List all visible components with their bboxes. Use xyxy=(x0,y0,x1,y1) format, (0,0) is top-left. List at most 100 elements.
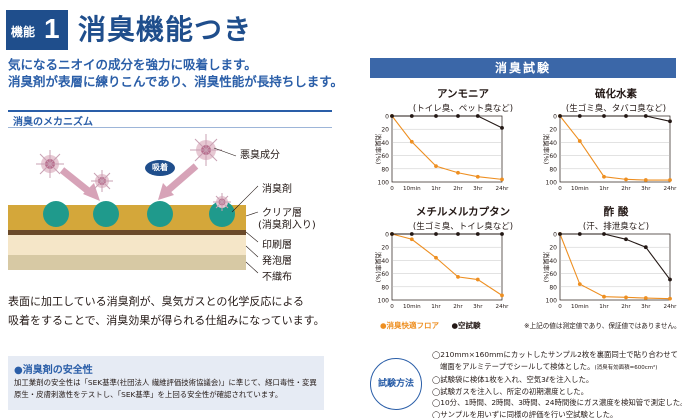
desc-line-1: 表面に加工している消臭剤が、臭気ガスとの化学反応による xyxy=(8,295,305,308)
data-point xyxy=(456,275,460,279)
chart-legend: ●消臭快適フロア ●空試験 xyxy=(380,320,480,331)
data-point xyxy=(434,232,438,236)
safety-body: 加工業剤の安全性は「SEK基準(社団法人 繊維評価技術協議会)」に準じて、経口毒… xyxy=(14,378,317,399)
chart-note: ※上記の値は測定値であり、保証値ではありません。 xyxy=(524,322,681,330)
data-point xyxy=(558,114,562,118)
chart-1-subtitle: (トイレ臭、ペット臭など) xyxy=(412,104,514,114)
x-tick-label: 24hr xyxy=(664,304,678,310)
subtitle-line-1: 気になるニオイの成分を強力に吸着します。 xyxy=(8,57,257,72)
foam-layer xyxy=(8,235,246,255)
legend-blank: ●空試験 xyxy=(451,321,481,330)
data-point xyxy=(500,232,504,236)
data-point xyxy=(500,125,504,130)
x-tick-label: 3hr xyxy=(473,304,483,310)
mechanism-heading: 消臭のメカニズム xyxy=(8,110,332,128)
y-tick-label: 60 xyxy=(381,153,389,160)
method-item-note: (消臭有効面積=600cm²) xyxy=(594,364,658,371)
deodorant-particle xyxy=(93,201,119,227)
leader-line xyxy=(213,147,237,157)
plot-frame xyxy=(559,233,671,301)
legend-product: ●消臭快適フロア xyxy=(380,321,440,330)
feature-badge: 機能 1 xyxy=(6,10,68,50)
mechanism-heading-text: 消臭のメカニズム xyxy=(13,117,93,128)
method-item: ◯試験ガスを注入し、所定の初期濃度とした。 xyxy=(432,386,589,396)
chart-1-title-text: アンモニア xyxy=(436,88,490,100)
x-tick-label: 1hr xyxy=(599,186,609,192)
x-tick-label: 3hr xyxy=(473,186,483,192)
y-tick-label: 100 xyxy=(546,180,558,187)
x-tick-label: 3hr xyxy=(641,186,651,192)
data-point xyxy=(434,164,438,169)
chart-2-subtitle: (生ゴミ臭、タバコ臭など) xyxy=(565,104,667,114)
x-tick-label: 10min xyxy=(403,186,421,192)
method-item: ◯10分、1時間、2時間、3時間、24時間後にガス濃度を検知管で測定した。 xyxy=(432,398,682,408)
adsorb-bubble xyxy=(145,160,175,176)
nonwoven-label: 不織布 xyxy=(262,272,292,283)
data-point xyxy=(624,114,628,118)
data-point xyxy=(409,139,414,144)
x-tick-label: 2hr xyxy=(453,304,463,310)
leader-line xyxy=(245,211,259,217)
badge-number: 1 xyxy=(44,13,60,44)
data-point xyxy=(475,114,480,118)
plot-frame xyxy=(391,115,503,183)
clear-layer-label: クリア層 xyxy=(262,208,302,219)
deodorant-particle xyxy=(209,201,235,227)
data-point xyxy=(577,232,582,236)
page-title: 消臭機能つき xyxy=(78,13,253,46)
odor-molecule-icon xyxy=(36,150,64,178)
data-point xyxy=(602,232,606,236)
x-tick-label: 2hr xyxy=(621,304,631,310)
data-point xyxy=(577,114,582,118)
data-point xyxy=(668,277,672,282)
chart-3-title: メチルメルカプタン (生ゴミ臭、トイレ臭など) xyxy=(390,204,536,232)
method-item: ◯試験袋に検体1枚を入れ、空気3ℓを注入した。 xyxy=(432,375,594,385)
data-point xyxy=(475,232,480,236)
series-line xyxy=(560,233,671,280)
arrow-head-icon xyxy=(158,183,174,200)
chart-1-title: アンモニア (トイレ臭、ペット臭など) xyxy=(398,86,528,114)
y-tick-label: 60 xyxy=(549,271,557,278)
deodorant-particle xyxy=(43,201,69,227)
series-line xyxy=(391,233,503,296)
data-point xyxy=(668,296,672,301)
y-tick-label: 20 xyxy=(549,127,557,134)
data-point xyxy=(602,114,606,118)
y-tick-label: 40 xyxy=(381,140,389,147)
data-point xyxy=(434,114,438,118)
data-point xyxy=(602,294,606,299)
x-tick-label: 3hr xyxy=(641,304,651,310)
data-point xyxy=(409,232,414,236)
x-tick-label: 10min xyxy=(571,304,589,310)
x-tick-label: 24hr xyxy=(496,186,510,192)
y-tick-label: 60 xyxy=(381,271,389,278)
method-item: ◯210mm×160mmにカットしたサンプル2枚を裏面同士で貼り合わせて xyxy=(432,350,678,359)
x-tick-label: 10min xyxy=(403,304,421,310)
odor-molecule-icon xyxy=(91,170,113,192)
adsorb-label: 吸着 xyxy=(152,163,168,172)
mechanism-diagram xyxy=(8,134,259,274)
y-axis-label: 消臭率(%) xyxy=(374,252,383,283)
deodorant-particle xyxy=(147,201,173,227)
leader-line xyxy=(231,185,259,213)
odor-molecule-icon xyxy=(190,134,222,166)
x-tick-label: 10min xyxy=(571,186,589,192)
data-point xyxy=(643,178,648,182)
data-point xyxy=(577,139,582,143)
data-point xyxy=(624,177,628,182)
odor-molecule-icon xyxy=(213,193,231,211)
data-point xyxy=(409,237,414,242)
y-tick-label: 0 xyxy=(385,232,389,239)
data-point xyxy=(456,232,460,236)
x-tick-label: 0 xyxy=(390,304,394,310)
subtitle-line-2: 消臭剤が表層に練りこんであり、消臭性能が長持ちします。 xyxy=(8,74,344,89)
data-point xyxy=(475,174,480,179)
data-point xyxy=(668,178,672,182)
plot-frame xyxy=(559,115,671,183)
subtitle: 気になるニオイの成分を強力に吸着します。 消臭剤が表層に練りこんであり、消臭性能… xyxy=(8,56,343,90)
y-tick-label: 20 xyxy=(381,245,389,252)
print-layer xyxy=(8,230,246,235)
adsorb-arrow xyxy=(163,163,199,195)
print-layer-label: 印刷層 xyxy=(262,240,292,251)
